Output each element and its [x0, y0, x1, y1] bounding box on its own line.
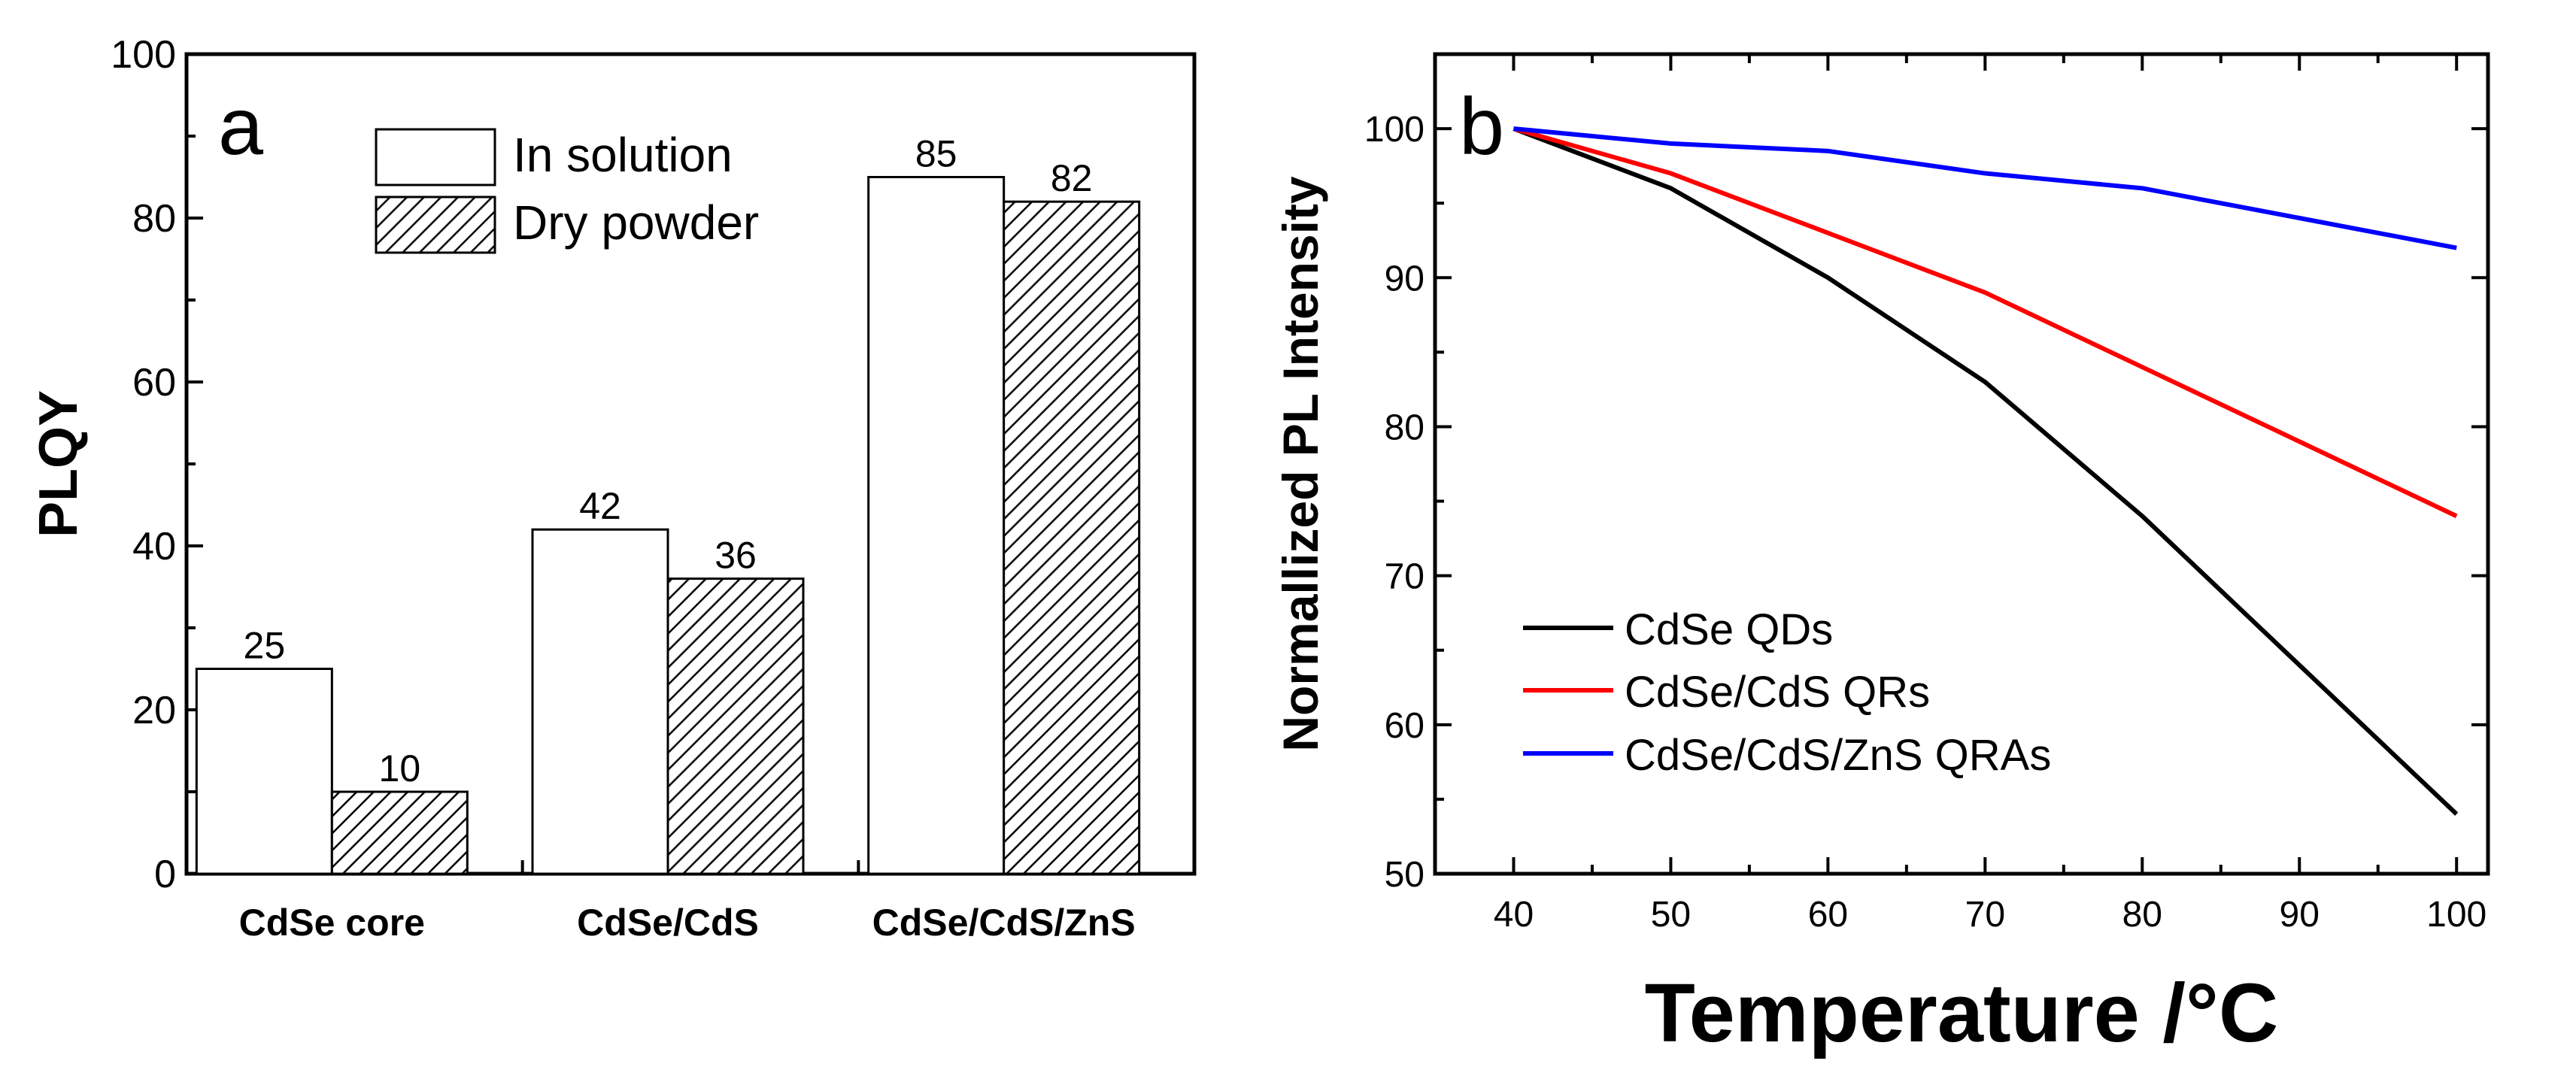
bar-dry-powder — [1003, 200, 1141, 875]
legend-label-in-solution: In solution — [513, 128, 733, 182]
legend-swatch-dry-powder — [375, 195, 496, 254]
y-tick-label: 100 — [1364, 110, 1425, 150]
y-tick-label: 80 — [132, 197, 176, 241]
bar-dry-powder — [330, 790, 469, 875]
chart-a-x-axis: CdSe core CdSe/CdS CdSe/CdS/ZnS — [185, 860, 1196, 944]
legend-swatch-in-solution — [375, 128, 496, 186]
bar-value-label: 25 — [244, 625, 286, 667]
line-cdse-qds — [1513, 126, 2459, 816]
chart-b-xlabel: Temperature /°C — [1645, 967, 2279, 1059]
y-tick-label: 90 — [1385, 259, 1425, 299]
chart-b-panel-label: b — [1459, 80, 1504, 171]
y-tick-label: 60 — [132, 361, 176, 405]
bar-value-label: 85 — [915, 133, 957, 175]
x-tick-label: 70 — [1965, 895, 2005, 935]
line-cdse-cds-zns-qras — [1513, 126, 2457, 250]
legend-label-cdse-cds-zns-qras: CdSe/CdS/ZnS QRAs — [1625, 731, 2051, 780]
x-tick-label: 90 — [2280, 895, 2320, 935]
chart-a-data-labels: 25 10 42 36 85 82 — [244, 133, 1093, 790]
x-category-label: CdSe/CdS — [577, 902, 759, 944]
chart-b-legend: CdSe QDs CdSe/CdS QRs CdSe/CdS/ZnS QRAs — [1523, 605, 2051, 780]
chart-b-y-axis: 50 60 70 80 90 100 — [1364, 53, 2488, 895]
y-tick-label: 20 — [132, 689, 176, 732]
chart-b-ylabel: Normallized PL Intensity — [1273, 176, 1328, 752]
bar-value-label: 10 — [379, 747, 421, 790]
chart-a-panel-label: a — [218, 80, 264, 171]
y-tick-label: 40 — [132, 525, 176, 568]
bar-in-solution — [867, 176, 1006, 875]
bar-value-label: 36 — [715, 535, 757, 577]
x-tick-label: 40 — [1494, 895, 1534, 935]
line-cdse-cds-qrs — [1513, 126, 2458, 519]
bar-in-solution — [531, 528, 669, 875]
chart-a-bars — [195, 176, 1141, 875]
chart-b-frame — [1433, 52, 2490, 876]
y-tick-label: 100 — [111, 33, 176, 77]
x-tick-label: 100 — [2426, 895, 2486, 935]
chart-b: b Normallized PL Intensity Temperature /… — [1273, 52, 2490, 1059]
chart-b-x-axis: 40 50 60 70 80 90 100 — [1434, 54, 2486, 935]
y-tick-label: 50 — [1385, 855, 1425, 895]
legend-label-dry-powder: Dry powder — [513, 195, 759, 250]
y-tick-label: 60 — [1385, 706, 1425, 746]
bar-value-label: 42 — [579, 485, 621, 527]
y-tick-label: 70 — [1385, 557, 1425, 597]
bar-dry-powder — [666, 577, 805, 875]
x-tick-label: 80 — [2122, 895, 2162, 935]
legend-label-cdse-cds-qrs: CdSe/CdS QRs — [1625, 668, 1930, 717]
chart-a-ylabel: PLQY — [29, 390, 89, 538]
bar-in-solution — [195, 668, 333, 875]
y-tick-label: 0 — [154, 853, 176, 896]
chart-a-legend: In solution Dry powder — [375, 128, 759, 254]
x-category-label: CdSe core — [239, 902, 425, 944]
x-category-label: CdSe/CdS/ZnS — [872, 902, 1136, 944]
x-tick-label: 50 — [1651, 895, 1691, 935]
legend-label-cdse-qds: CdSe QDs — [1625, 605, 1833, 654]
chart-b-lines — [1513, 126, 2459, 816]
chart-a-y-axis: 0 20 40 60 80 100 — [111, 33, 203, 896]
x-tick-label: 60 — [1808, 895, 1848, 935]
bar-value-label: 82 — [1051, 157, 1093, 199]
y-tick-label: 80 — [1385, 408, 1425, 447]
